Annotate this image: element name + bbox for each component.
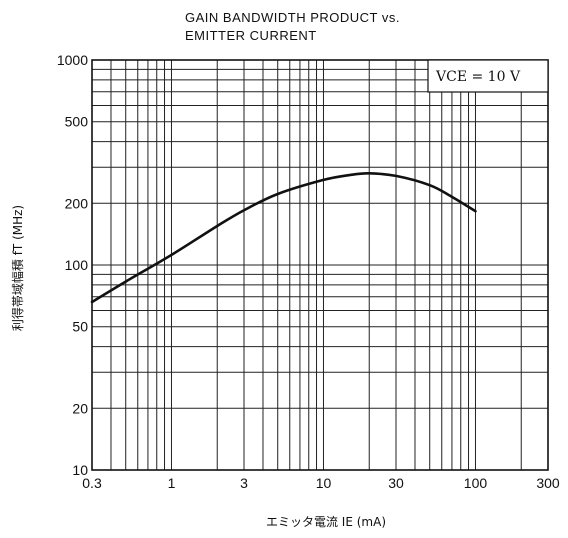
y-tick-label: 1000 — [57, 52, 88, 68]
x-tick-labels: 0.3 1 3 10 30 100 300 — [82, 475, 560, 491]
y-axis-label: 利得帯域幅積 fT (MHz) — [10, 205, 25, 331]
x-tick-label: 10 — [316, 475, 332, 491]
legend-box: VCE = 10 V — [427, 59, 549, 93]
chart-title: GAIN BANDWIDTH PRODUCT vs. — [185, 10, 400, 25]
gain-bandwidth-curve — [90, 172, 477, 304]
legend-label: VCE = 10 V — [435, 69, 521, 85]
y-tick-label: 200 — [65, 195, 89, 211]
x-tick-label: 3 — [240, 475, 248, 491]
y-tick-label: 20 — [72, 400, 88, 416]
chart-subtitle: EMITTER CURRENT — [185, 28, 317, 43]
y-tick-label: 500 — [65, 114, 89, 130]
y-tick-label: 50 — [72, 319, 88, 335]
series-line — [90, 172, 477, 304]
legend-frame — [427, 59, 549, 93]
x-tick-label: 1 — [168, 475, 176, 491]
x-tick-label: 30 — [388, 475, 404, 491]
x-tick-label: 100 — [464, 475, 488, 491]
grid-lines — [91, 59, 549, 471]
y-tick-labels: 10 20 50 100 200 500 1000 — [57, 52, 88, 478]
x-tick-label: 0.3 — [82, 475, 102, 491]
y-tick-label: 100 — [65, 257, 89, 273]
y-tick-label: 10 — [72, 462, 88, 478]
x-axis-label: エミッタ電流 IE (mA) — [266, 515, 386, 529]
x-tick-label: 300 — [536, 475, 560, 491]
plot-frame — [91, 59, 549, 471]
